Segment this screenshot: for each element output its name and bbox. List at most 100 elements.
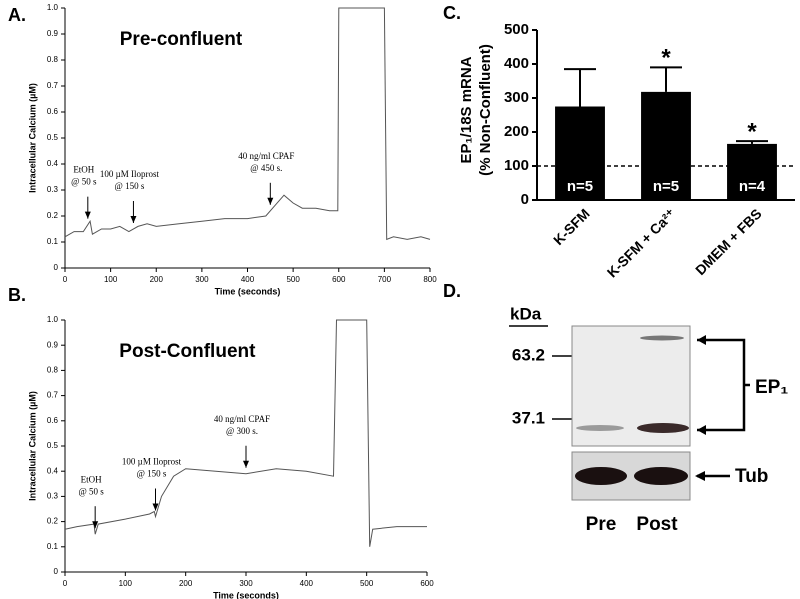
data-line bbox=[64, 7, 431, 241]
y-tick-label: 200 bbox=[504, 123, 529, 140]
band bbox=[637, 423, 689, 433]
y-tick-label: 0.8 bbox=[47, 55, 59, 64]
chart-title: Post-Confluent bbox=[119, 341, 256, 362]
annotation-text: @ 300 s. bbox=[226, 426, 258, 436]
y-tick-label: 0.4 bbox=[47, 466, 59, 475]
annotation-text: @ 50 s bbox=[79, 486, 105, 496]
y-tick-label: 0.6 bbox=[47, 107, 59, 116]
annotation-text: 40 ng/ml CPAF bbox=[238, 151, 294, 161]
y-tick-label: 0.3 bbox=[47, 492, 59, 501]
annotation-arrowhead bbox=[84, 211, 91, 219]
annotation-text: @ 150 s bbox=[137, 469, 167, 479]
x-tick-label: 300 bbox=[239, 579, 253, 588]
x-tick-label: K-SFM bbox=[550, 205, 593, 248]
blot-panel: D. kDa 63.2 37.1 EP₁ Tub Pre Post bbox=[443, 281, 788, 535]
y-tick-label: 0.7 bbox=[47, 391, 59, 400]
n-label: n=5 bbox=[567, 178, 593, 195]
y-axis-label: Intracellular Calcium (µM) bbox=[27, 391, 37, 501]
y-tick-label: 0.5 bbox=[47, 441, 59, 450]
x-tick-label: 0 bbox=[63, 275, 68, 284]
x-tick-label: 100 bbox=[104, 275, 118, 284]
chart-title: Pre-confluent bbox=[120, 29, 243, 50]
annotation-text: @ 50 s bbox=[71, 177, 97, 187]
lane-label: Pre bbox=[586, 514, 617, 535]
y-tick-label: 0.1 bbox=[47, 542, 59, 551]
y-tick-label: 0 bbox=[521, 191, 529, 208]
bar bbox=[727, 143, 777, 200]
bar bbox=[641, 91, 691, 200]
annotation-arrowhead bbox=[92, 521, 99, 529]
y-tick-label: 300 bbox=[504, 89, 529, 106]
y-tick-label: 0.9 bbox=[47, 340, 59, 349]
y-axis-label: Intracellular Calcium (µM) bbox=[27, 83, 37, 193]
panel-label: D. bbox=[443, 281, 461, 301]
panel-label: C. bbox=[443, 3, 461, 23]
y-tick-label: 0 bbox=[54, 567, 59, 576]
arrowheads bbox=[697, 335, 706, 435]
x-tick-label: 600 bbox=[420, 579, 434, 588]
data-line bbox=[64, 319, 427, 547]
annotation-text: EtOH bbox=[81, 474, 102, 484]
annotation-text: 100 µM Iloprost bbox=[122, 457, 182, 467]
y-tick-label: 0.7 bbox=[47, 81, 59, 90]
x-tick-label: 500 bbox=[360, 579, 374, 588]
band bbox=[576, 425, 624, 431]
significance-marker: * bbox=[661, 45, 671, 72]
band bbox=[575, 467, 627, 485]
arrowhead bbox=[695, 471, 705, 481]
lane-label: Post bbox=[636, 514, 678, 535]
significance-marker: * bbox=[747, 119, 757, 146]
x-tick-label: 0 bbox=[63, 579, 68, 588]
annotation-text: 40 ng/ml CPAF bbox=[214, 414, 270, 424]
annotation-arrowhead bbox=[130, 216, 137, 223]
annotation-text: @ 150 s bbox=[115, 181, 145, 191]
y-tick-label: 0 bbox=[54, 263, 59, 272]
y-tick-label: 0.2 bbox=[47, 517, 59, 526]
x-tick-label: 700 bbox=[378, 275, 392, 284]
annotation-arrowhead bbox=[243, 460, 249, 468]
panel-label: B. bbox=[8, 285, 26, 305]
bracket bbox=[697, 338, 750, 432]
x-tick-label: 200 bbox=[179, 579, 193, 588]
y-tick-label: 0.6 bbox=[47, 416, 59, 425]
x-tick-label: 400 bbox=[300, 579, 314, 588]
annotation-arrowhead bbox=[152, 503, 159, 511]
x-tick-label: 200 bbox=[150, 275, 164, 284]
x-axis-label: Time (seconds) bbox=[215, 286, 281, 296]
band bbox=[634, 467, 688, 485]
band-label: Tub bbox=[735, 466, 768, 487]
annotation-text: @ 450 s. bbox=[250, 163, 282, 173]
n-label: n=5 bbox=[653, 178, 679, 195]
y-tick-label: 0.3 bbox=[47, 185, 59, 194]
annotation-arrowhead bbox=[267, 197, 274, 205]
band bbox=[640, 335, 684, 341]
y-tick-label: 0.2 bbox=[47, 211, 59, 220]
y-tick-label: 100 bbox=[504, 157, 529, 174]
y-tick-label: 400 bbox=[504, 55, 529, 72]
x-tick-label: K-SFM + Ca²⁺ bbox=[604, 205, 679, 280]
x-tick-label: 500 bbox=[286, 275, 300, 284]
y-tick-label: 0.9 bbox=[47, 29, 59, 38]
marker-label: 37.1 bbox=[512, 408, 545, 427]
annotation-text: EtOH bbox=[73, 165, 94, 175]
unit-label: kDa bbox=[510, 304, 542, 323]
y-tick-label: 1.0 bbox=[47, 315, 59, 324]
x-axis-label: Time (seconds) bbox=[213, 590, 279, 599]
n-label: n=4 bbox=[739, 178, 766, 195]
x-tick-label: DMEM + FBS bbox=[692, 205, 765, 278]
annotation-text: 100 µM Iloprost bbox=[100, 169, 160, 179]
marker-label: 63.2 bbox=[512, 345, 545, 364]
x-tick-label: 600 bbox=[332, 275, 346, 284]
y-tick-label: 1.0 bbox=[47, 3, 59, 12]
x-tick-label: 300 bbox=[195, 275, 209, 284]
y-tick-label: 0.8 bbox=[47, 366, 59, 375]
x-tick-label: 100 bbox=[119, 579, 133, 588]
y-tick-label: 0.4 bbox=[47, 159, 59, 168]
y-tick-label: 500 bbox=[504, 21, 529, 38]
y-axis-label: (% Non-Confluent) bbox=[477, 44, 494, 176]
y-tick-label: 0.1 bbox=[47, 237, 59, 246]
band-label: EP₁ bbox=[755, 377, 788, 398]
y-tick-label: 0.5 bbox=[47, 133, 59, 142]
panel-label: A. bbox=[8, 5, 26, 25]
